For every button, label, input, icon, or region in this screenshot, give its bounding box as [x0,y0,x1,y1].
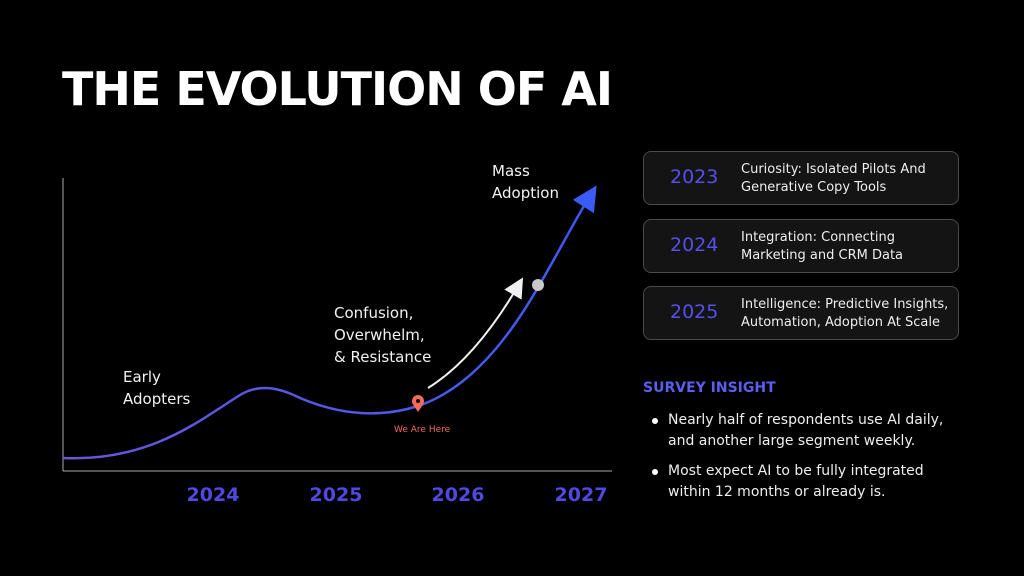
timeline-card: 2024 Integration: Connecting Marketing an… [643,219,959,273]
bullet-dot [652,418,658,424]
card-year: 2024 [670,234,719,256]
timeline-card: 2025 Intelligence: Predictive Insights, A… [643,286,959,340]
year-label: 2027 [554,484,608,506]
card-year: 2023 [670,166,719,188]
phase-label: Mass Adoption [492,160,559,204]
label-line: Early [123,368,161,386]
label-line: Adoption [492,184,559,202]
label-line: Mass [492,162,530,180]
insight-bullet: Nearly half of respondents use AI daily,… [652,410,952,452]
insight-bullet: Most expect AI to be fully integrated wi… [652,461,952,503]
year-label: 2025 [309,484,363,506]
phase-label: Early Adopters [123,366,190,410]
bullet-text: Most expect AI to be fully integrated wi… [668,463,924,500]
label-line: Confusion, [334,304,414,322]
insight-heading: SURVEY INSIGHT [643,380,776,396]
label-line: Adopters [123,390,191,408]
label-line: & Resistance [334,348,432,366]
location-pin [412,395,424,412]
card-text: Curiosity: Isolated Pilots And Generativ… [741,162,926,195]
year-label: 2024 [186,484,240,506]
bullet-dot [652,469,658,475]
trend-arrow [427,277,524,389]
slide-title: THE EVOLUTION OF AI [62,62,613,116]
card-text: Intelligence: Predictive Insights, Autom… [741,297,949,330]
marker-label: We Are Here [394,425,451,435]
card-year: 2025 [670,301,719,323]
label-line: Overwhelm, [334,326,425,344]
location-pin-hole [416,399,420,403]
phase-label: Confusion, Overwhelm, & Resistance [334,302,431,368]
bullet-text: Nearly half of respondents use AI daily,… [668,412,944,449]
adoption-curve [62,185,597,460]
milestone-dot [532,279,544,291]
timeline-card: 2023 Curiosity: Isolated Pilots And Gener… [643,151,959,205]
card-text: Integration: Connecting Marketing and CR… [741,230,904,263]
year-label: 2026 [431,484,485,506]
